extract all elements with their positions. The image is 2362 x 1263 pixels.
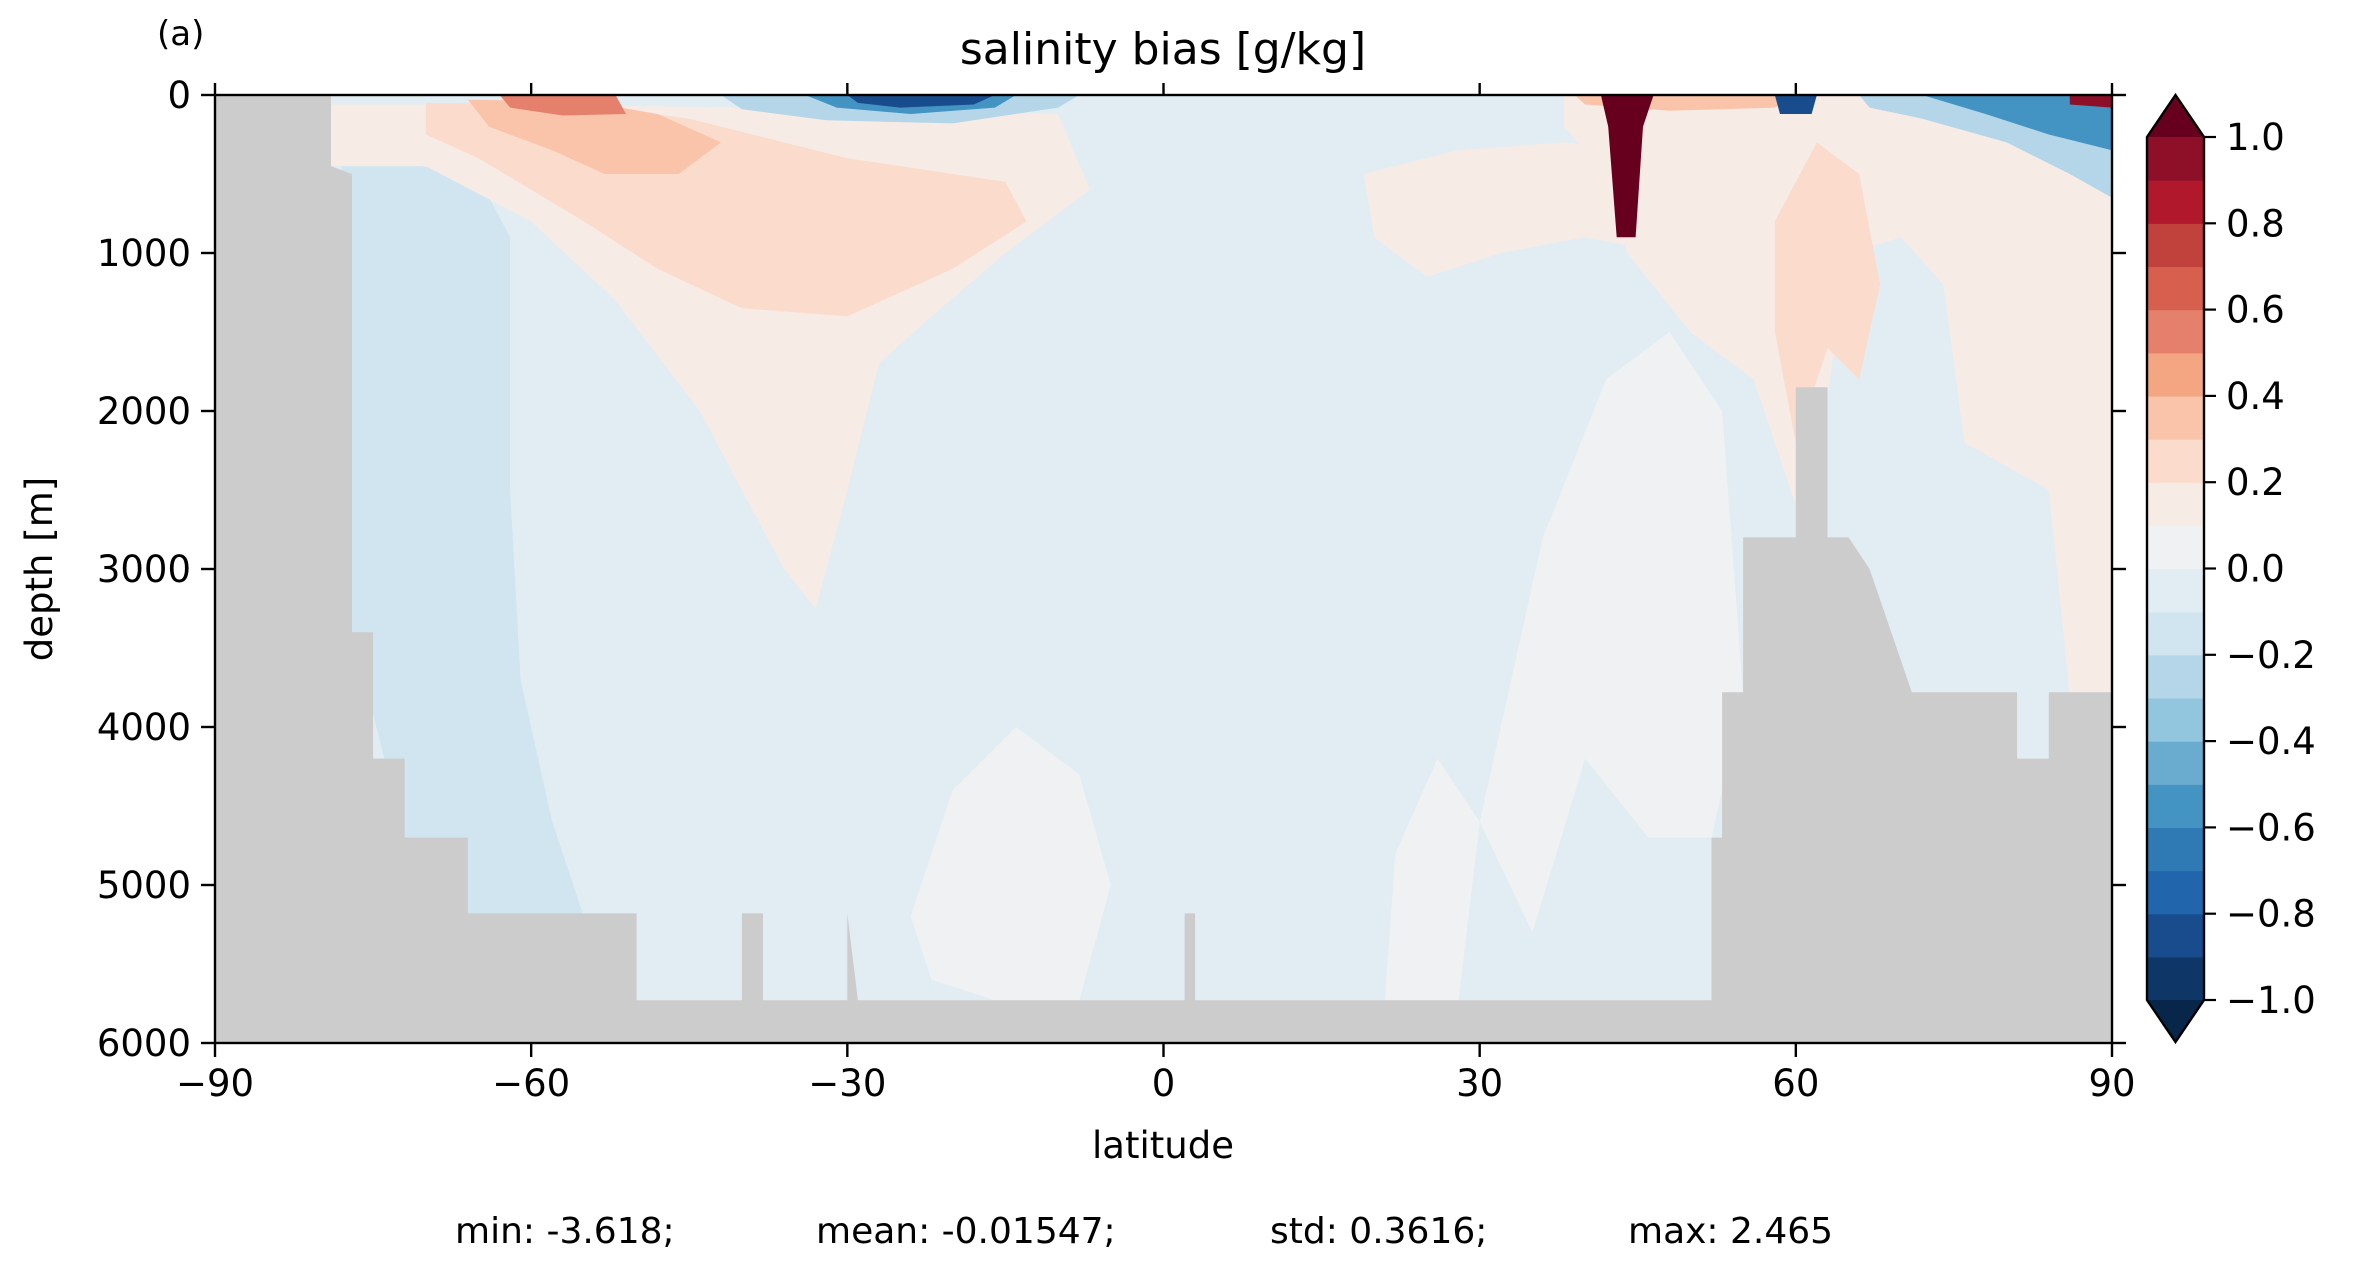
y-tick-label: 3000 — [97, 548, 191, 591]
y-tick-label: 1000 — [97, 232, 191, 275]
contour-region-arctic-surface-fresh-inner — [1922, 95, 2112, 151]
colorbar-tick-label: 0.4 — [2226, 375, 2285, 418]
contour-region-subtropical-fresh-core — [847, 95, 995, 108]
contour-region-equatorial-deep-salty — [910, 727, 1111, 1001]
colorbar-tick-label: 0.8 — [2226, 202, 2285, 245]
stat-max: max: 2.465 — [1628, 1211, 1833, 1252]
colorbar-segment — [2147, 309, 2204, 354]
x-tick-label: −60 — [492, 1062, 570, 1105]
colorbar-segment — [2147, 654, 2204, 699]
x-tick-label: 30 — [1456, 1062, 1503, 1105]
colorbar-tick-label: −0.6 — [2226, 806, 2316, 849]
stat-std: std: 0.3616; — [1270, 1211, 1487, 1252]
x-tick-label: 60 — [1772, 1062, 1819, 1105]
contour-region-southern-deep-fresh — [330, 158, 584, 917]
colorbar-tick-label: −1.0 — [2226, 979, 2316, 1022]
colorbar-tick-label: 1.0 — [2226, 116, 2285, 159]
colorbar-segment — [2147, 870, 2204, 915]
colorbar-segment — [2147, 525, 2204, 570]
colorbar-tick-label: −0.2 — [2226, 634, 2316, 677]
colorbar-tick-label: 0.6 — [2226, 289, 2285, 332]
y-tick-label: 2000 — [97, 390, 191, 433]
colorbar-segment — [2147, 352, 2204, 397]
bathymetry-land-layer — [215, 95, 2112, 1043]
colorbar-extend-min — [2147, 1000, 2204, 1042]
colorbar-segment — [2147, 741, 2204, 785]
y-tick-label: 4000 — [97, 706, 191, 749]
colorbar-extend-max — [2147, 95, 2204, 137]
contour-region-east-deep-salty — [1384, 758, 1480, 1001]
x-tick-label: −90 — [176, 1062, 254, 1105]
contour-region-arctic-surface-salty-spot — [2069, 95, 2112, 108]
colorbar-tick-label: −0.8 — [2226, 893, 2316, 936]
contour-region-mid-atlantic-salty-tongue — [1479, 332, 1744, 933]
colorbar-segment — [2147, 395, 2204, 440]
colorbar-segment — [2147, 784, 2204, 828]
y-tick-label: 6000 — [97, 1022, 191, 1065]
contour-region-southern-salty-inner — [467, 99, 721, 174]
x-axis: −90 −60 −30 0 30 60 90 — [176, 83, 2136, 1105]
colorbar-segment — [2147, 697, 2204, 742]
x-tick-label: −30 — [808, 1062, 886, 1105]
colorbar-segment — [2147, 611, 2204, 656]
contour-region-mediterranean-outflow — [1600, 95, 1654, 238]
y-axis: 0 1000 2000 3000 4000 5000 6000 — [97, 74, 2126, 1065]
contour-region-north-atlantic-salty — [1564, 95, 2112, 696]
antarctic-land — [215, 95, 331, 1043]
y-tick-label: 0 — [167, 74, 191, 117]
colorbar-segment — [2147, 223, 2204, 268]
colorbar-tick-label: 0.2 — [2226, 461, 2285, 504]
colorbar-segment — [2147, 439, 2204, 483]
colorbar-segment — [2147, 482, 2204, 526]
colorbar-segment — [2147, 568, 2204, 613]
y-axis-label: depth [m] — [18, 477, 61, 661]
colorbar-segment — [2147, 137, 2204, 181]
bathymetry-land — [215, 95, 2112, 1043]
x-tick-label: 90 — [2088, 1062, 2135, 1105]
contour-region-southern-surface-max — [499, 95, 626, 116]
contour-region-subpolar-salty — [1774, 142, 1881, 443]
stat-min: min: -3.618; — [455, 1211, 675, 1252]
colorbar-tick-label: −0.4 — [2226, 720, 2316, 763]
colorbar-segment — [2147, 827, 2204, 872]
colorbar-segment — [2147, 956, 2204, 1001]
colorbar-segment — [2147, 266, 2204, 311]
colorbar: −1.0 −0.8 −0.6 −0.4 −0.2 0.0 0.2 0.4 0.6 0.8 1.0 — [2145, 92, 2316, 1045]
colorbar-segment — [2147, 913, 2204, 958]
colorbar-segment — [2147, 180, 2204, 224]
contour-region-subpolar-fresh-spot — [1774, 95, 1817, 114]
panel-label: (a) — [157, 14, 204, 54]
x-tick-label: 0 — [1152, 1062, 1176, 1105]
salinity-contour-layer — [215, 95, 2112, 1043]
chart-title: salinity bias [g/kg] — [960, 24, 1366, 75]
x-axis-label: latitude — [1092, 1124, 1234, 1167]
y-tick-label: 5000 — [97, 864, 191, 907]
plot-area — [215, 95, 2112, 1043]
stat-mean: mean: -0.01547; — [816, 1211, 1116, 1252]
colorbar-tick-label: 0.0 — [2226, 548, 2285, 591]
